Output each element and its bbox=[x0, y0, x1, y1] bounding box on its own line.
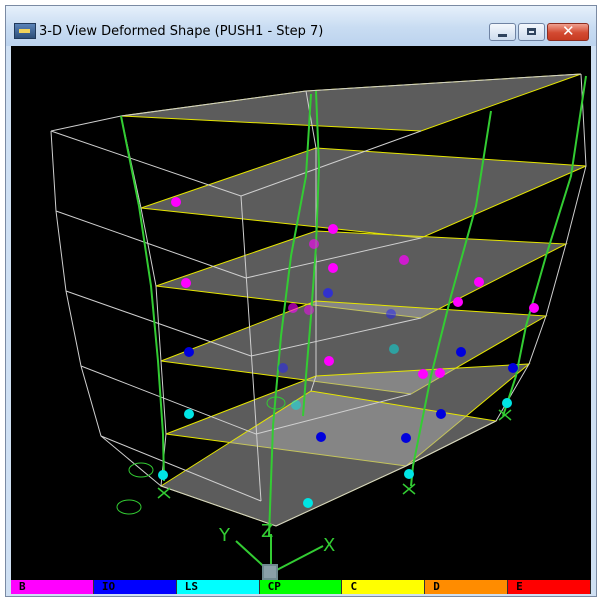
hinge-ls bbox=[502, 398, 512, 408]
hinge-b bbox=[328, 224, 338, 234]
hinge-b bbox=[418, 369, 428, 379]
support-icon bbox=[402, 483, 416, 495]
floor-slabs bbox=[120, 73, 587, 527]
maximize-button[interactable] bbox=[518, 23, 545, 41]
origin-marker-icon bbox=[262, 564, 278, 580]
legend-io: IO bbox=[93, 580, 177, 594]
hinge-b bbox=[181, 278, 191, 288]
column-right-front bbox=[410, 110, 492, 487]
column-front-mid bbox=[268, 93, 312, 537]
hinge-io bbox=[508, 363, 518, 373]
axis-label-x: X bbox=[323, 535, 335, 556]
hinge-io bbox=[436, 409, 446, 419]
hinge-b bbox=[304, 305, 314, 315]
columns bbox=[120, 75, 587, 537]
title-bar[interactable]: 3-D View Deformed Shape (PUSH1 - Step 7)… bbox=[6, 6, 596, 46]
legend-b: B bbox=[11, 580, 94, 594]
minimize-button[interactable] bbox=[489, 23, 516, 41]
grid-bubble-icon bbox=[266, 396, 286, 410]
support-icon bbox=[498, 409, 512, 421]
deformed-shape-window: 3-D View Deformed Shape (PUSH1 - Step 7)… bbox=[5, 5, 597, 597]
legend-ls: LS bbox=[176, 580, 260, 594]
hinge-b bbox=[435, 368, 445, 378]
hinge-b bbox=[288, 303, 298, 313]
column-front-left bbox=[120, 115, 165, 482]
legend-c: C bbox=[342, 580, 426, 594]
hinge-b bbox=[328, 263, 338, 273]
3d-viewport[interactable]: Y Z X bbox=[11, 46, 591, 580]
hinge-b bbox=[453, 297, 463, 307]
plastic-hinges bbox=[158, 197, 539, 508]
window-title: 3-D View Deformed Shape (PUSH1 - Step 7) bbox=[39, 24, 324, 39]
minimize-icon bbox=[498, 34, 507, 37]
hinge-state-legend: B IO LS CP C D E bbox=[11, 580, 592, 594]
legend-cp: CP bbox=[259, 580, 343, 594]
section-callouts bbox=[116, 396, 286, 515]
support-icon bbox=[157, 487, 171, 499]
structure-model: Y Z X bbox=[50, 73, 587, 580]
column-back-mid bbox=[302, 90, 321, 417]
hinge-ls bbox=[303, 498, 313, 508]
slab-level-4 bbox=[140, 147, 587, 239]
hinge-io bbox=[278, 363, 288, 373]
hinge-b bbox=[399, 255, 409, 265]
close-icon: ✕ bbox=[562, 22, 575, 40]
axis-label-y: Y bbox=[218, 525, 231, 546]
hinge-io bbox=[323, 288, 333, 298]
frame-members bbox=[50, 73, 587, 527]
hinge-b bbox=[171, 197, 181, 207]
column-back-right bbox=[502, 75, 587, 417]
hinge-b bbox=[309, 239, 319, 249]
hinge-ls bbox=[158, 470, 168, 480]
supports bbox=[157, 409, 512, 499]
hinge-ls bbox=[389, 344, 399, 354]
hinge-b bbox=[324, 356, 334, 366]
grid-bubble-icon bbox=[116, 499, 142, 515]
hinge-io bbox=[401, 433, 411, 443]
global-axes bbox=[235, 534, 324, 580]
hinge-ls bbox=[291, 400, 301, 410]
hinge-ls bbox=[404, 469, 414, 479]
sap2000-app-icon bbox=[14, 23, 36, 39]
close-button[interactable]: ✕ bbox=[547, 22, 589, 41]
legend-e: E bbox=[508, 580, 592, 594]
hinge-io bbox=[184, 347, 194, 357]
hinge-b bbox=[474, 277, 484, 287]
roof-slab bbox=[120, 73, 582, 132]
grid-bubble-icon bbox=[128, 462, 154, 478]
legend-d: D bbox=[425, 580, 509, 594]
hinge-b bbox=[529, 303, 539, 313]
hinge-io bbox=[386, 309, 396, 319]
hinge-ls bbox=[184, 409, 194, 419]
axis-label-z: Z bbox=[261, 521, 273, 542]
hinge-io bbox=[456, 347, 466, 357]
hinge-io bbox=[316, 432, 326, 442]
maximize-icon bbox=[527, 28, 536, 35]
